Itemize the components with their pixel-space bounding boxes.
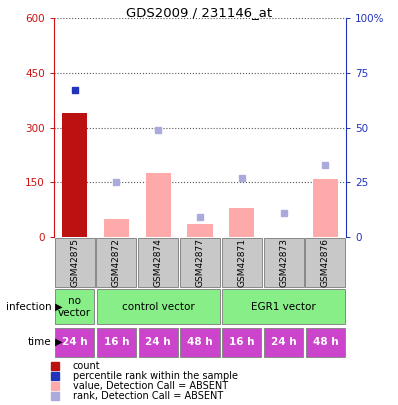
Text: 48 h: 48 h <box>187 337 213 347</box>
Text: percentile rank within the sample: percentile rank within the sample <box>73 371 238 381</box>
Text: ▶: ▶ <box>52 302 62 312</box>
Bar <box>180 238 220 287</box>
Bar <box>187 224 213 237</box>
Text: 24 h: 24 h <box>271 337 297 347</box>
Bar <box>97 290 220 324</box>
Bar <box>97 328 136 357</box>
Bar <box>222 328 261 357</box>
Bar <box>104 219 129 237</box>
Bar <box>146 173 171 237</box>
Text: rank, Detection Call = ABSENT: rank, Detection Call = ABSENT <box>73 391 223 401</box>
Text: GSM42872: GSM42872 <box>112 238 121 287</box>
Text: GSM42871: GSM42871 <box>237 238 246 287</box>
Text: GSM42874: GSM42874 <box>154 238 163 287</box>
Text: EGR1 vector: EGR1 vector <box>251 302 316 312</box>
Text: 16 h: 16 h <box>103 337 129 347</box>
Bar <box>263 238 304 287</box>
Text: value, Detection Call = ABSENT: value, Detection Call = ABSENT <box>73 381 228 391</box>
Bar <box>264 328 303 357</box>
Bar <box>305 238 345 287</box>
Bar <box>306 328 345 357</box>
Text: ▶: ▶ <box>52 337 62 347</box>
Text: count: count <box>73 361 100 371</box>
Text: time: time <box>28 337 52 347</box>
Text: infection: infection <box>6 302 52 312</box>
Text: GSM42873: GSM42873 <box>279 238 288 287</box>
Text: 24 h: 24 h <box>62 337 88 347</box>
Text: GSM42877: GSM42877 <box>195 238 205 287</box>
Bar <box>180 328 220 357</box>
Bar <box>96 238 137 287</box>
Bar <box>55 290 94 324</box>
Bar <box>229 208 254 237</box>
Text: GDS2009 / 231146_at: GDS2009 / 231146_at <box>126 6 272 19</box>
Text: GSM42875: GSM42875 <box>70 238 79 287</box>
Text: 48 h: 48 h <box>312 337 338 347</box>
Bar <box>55 328 94 357</box>
Text: no
vector: no vector <box>58 296 91 318</box>
Bar <box>62 113 87 237</box>
Bar <box>55 238 95 287</box>
Bar <box>139 328 178 357</box>
Bar <box>313 179 338 237</box>
Bar <box>138 238 178 287</box>
Text: GSM42876: GSM42876 <box>321 238 330 287</box>
Bar <box>222 290 345 324</box>
Bar <box>222 238 262 287</box>
Text: 24 h: 24 h <box>145 337 171 347</box>
Text: control vector: control vector <box>122 302 195 312</box>
Text: 16 h: 16 h <box>229 337 255 347</box>
